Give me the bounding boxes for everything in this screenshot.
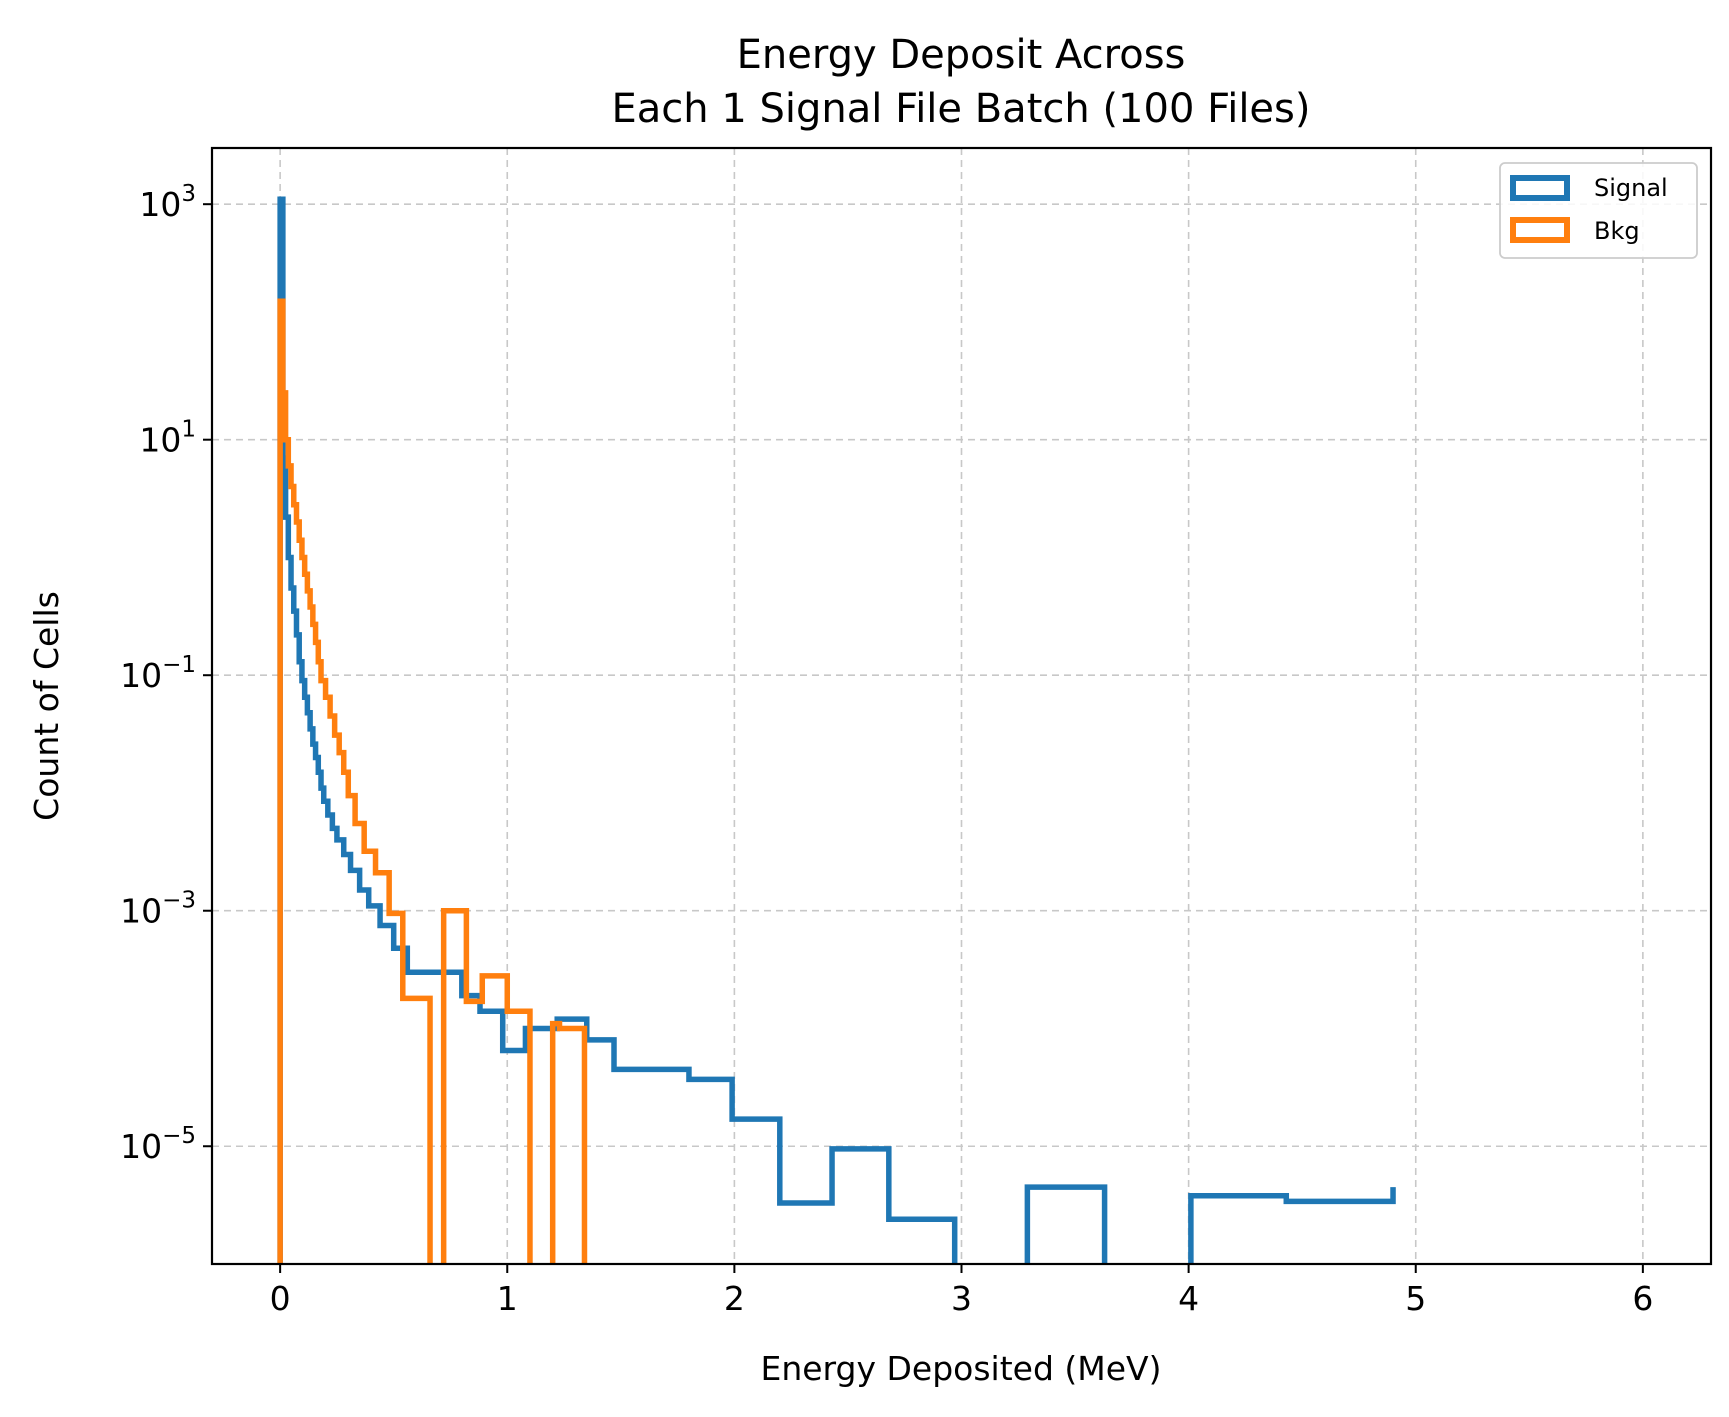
y-tick-label-base: 10 <box>120 1127 162 1166</box>
y-tick-label: 101 <box>139 417 196 460</box>
legend-frame <box>1499 162 1698 259</box>
y-tick-label-exponent: −1 <box>162 652 196 678</box>
y-tick-label-exponent: −3 <box>162 888 196 914</box>
grid-layer <box>212 148 1711 1264</box>
legend-label-signal: Signal <box>1594 174 1668 202</box>
y-tick-label-base: 10 <box>139 421 181 460</box>
series-bkg-step-line <box>277 298 588 1264</box>
y-axis-label: Count of Cells <box>27 591 66 821</box>
y-tick-label-base: 10 <box>120 892 162 931</box>
legend-swatch-bkg <box>1510 217 1570 243</box>
series-layer <box>277 196 1396 1264</box>
legend-label-bkg: Bkg <box>1594 217 1640 245</box>
y-tick-label: 103 <box>139 181 196 224</box>
legend: Signal Bkg <box>1499 162 1698 259</box>
x-tick-label: 4 <box>1178 1279 1199 1318</box>
chart-title-line-2: Each 1 Signal File Batch (100 Files) <box>612 86 1311 132</box>
y-tick-label-exponent: −5 <box>162 1123 196 1149</box>
y-tick-label-exponent: 1 <box>181 417 196 443</box>
y-tick-label: 10−5 <box>120 1123 196 1166</box>
legend-swatch-signal <box>1510 175 1570 201</box>
x-axis-label: Energy Deposited (MeV) <box>760 1349 1161 1388</box>
x-tick-label: 3 <box>951 1279 972 1318</box>
chart-title-line-1: Energy Deposit Across <box>737 32 1186 78</box>
y-tick-label: 10−1 <box>120 652 196 695</box>
series-signal-step-line <box>277 196 1396 1264</box>
y-tick-label-base: 10 <box>139 185 181 224</box>
x-tick-label: 2 <box>724 1279 745 1318</box>
x-tick-label: 6 <box>1632 1279 1653 1318</box>
x-tick-label: 0 <box>270 1279 291 1318</box>
y-tick-label-exponent: 3 <box>181 181 196 207</box>
x-tick-label: 5 <box>1405 1279 1426 1318</box>
y-tick-label-base: 10 <box>120 656 162 695</box>
x-tick-label: 1 <box>497 1279 518 1318</box>
y-tick-label: 10−3 <box>120 888 196 931</box>
